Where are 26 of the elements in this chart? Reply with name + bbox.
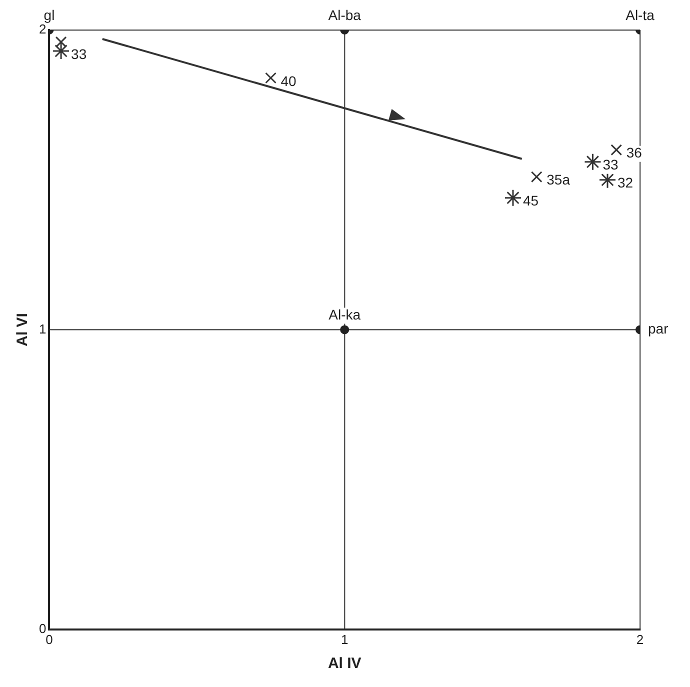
point	[52, 42, 70, 60]
annotation: 36	[626, 144, 642, 161]
y-tick-label: 1	[38, 321, 46, 336]
x-tick-label: 2	[636, 632, 644, 647]
annotation: 35a	[546, 172, 570, 188]
annotation: 33	[602, 156, 619, 173]
point	[265, 72, 276, 84]
annotation: Al-ta	[626, 6, 655, 23]
y-tick-label: 0	[38, 620, 46, 636]
point	[504, 189, 522, 207]
point	[530, 171, 542, 183]
point	[584, 153, 602, 171]
point	[55, 36, 67, 48]
annotation: Al-ba	[328, 6, 362, 23]
annotation: gl	[44, 6, 55, 23]
annotation: 33	[71, 46, 87, 62]
y-axis-title: Al VI	[14, 313, 32, 346]
y-tick-label: 2	[38, 22, 46, 37]
annotation: 32	[618, 174, 634, 191]
annotation: 40	[280, 72, 297, 89]
x-tick-label: 1	[341, 632, 348, 647]
annotation: Al-ka	[328, 306, 361, 323]
annotation: par	[648, 320, 669, 337]
point	[610, 144, 622, 156]
x-axis-title: Al IV	[328, 655, 362, 672]
annotation: 45	[522, 192, 539, 209]
